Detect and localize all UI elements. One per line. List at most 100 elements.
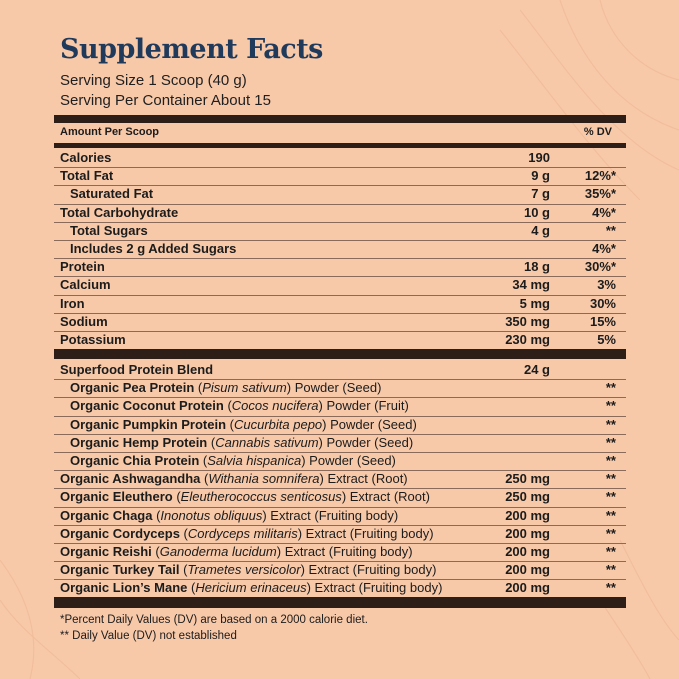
ingredient-name: Organic Lion’s Mane (Hericium erinaceus)… xyxy=(60,580,443,596)
ingredient-common-name: Organic Cordyceps xyxy=(60,525,180,541)
amount-header-row: Amount Per Scoop % DV xyxy=(54,124,626,142)
ingredient-common-name: Organic Hemp Protein xyxy=(70,434,208,450)
ingredient-latin-name: Ganoderma lucidum xyxy=(159,544,277,559)
ingredient-row: Organic Coconut Protein (Cocos nucifera)… xyxy=(54,397,626,417)
dv-header-label: % DV xyxy=(583,126,612,138)
nutrient-amount: 350 mg xyxy=(505,313,550,329)
ingredient-dv: ** xyxy=(605,489,616,505)
nutrient-dv: 35%* xyxy=(584,186,616,202)
nutrient-dv: 30%* xyxy=(584,259,616,275)
ingredient-common-name: Organic Ashwagandha xyxy=(60,471,201,487)
ingredient-row: Organic Pumpkin Protein (Cucurbita pepo)… xyxy=(54,416,626,435)
ingredient-amount: 250 mg xyxy=(505,489,550,505)
ingredient-latin-name: Cordyceps militaris xyxy=(187,525,298,541)
ingredient-latin-name: Withania somnifera xyxy=(208,471,320,487)
nutrient-row: Calories 190 xyxy=(54,149,626,169)
nutrient-dv: ** xyxy=(605,222,616,238)
ingredient-name: Organic Pumpkin Protein (Cucurbita pepo)… xyxy=(70,416,417,432)
serving-size: Serving Size 1 Scoop (40 g) xyxy=(60,72,247,89)
ingredient-dv: ** xyxy=(605,562,616,578)
ingredient-form: Extract (Fruiting body) xyxy=(270,507,399,523)
nutrient-amount: 34 mg xyxy=(512,277,550,293)
ingredient-form: Powder (Seed) xyxy=(294,380,382,396)
nutrient-name: Protein xyxy=(60,259,105,275)
ingredient-common-name: Organic Chaga xyxy=(60,507,153,523)
page-title: Supplement Facts xyxy=(60,34,323,65)
ingredient-dv: ** xyxy=(605,580,616,596)
ingredient-name: Organic Coconut Protein (Cocos nucifera)… xyxy=(70,398,409,414)
nutrient-row: Includes 2 g Added Sugars 4%* xyxy=(54,240,626,260)
nutrient-name: Total Carbohydrate xyxy=(60,204,179,220)
nutrient-dv: 15% xyxy=(589,313,616,329)
nutrient-amount: 4 g xyxy=(531,222,550,238)
ingredient-dv: ** xyxy=(605,398,616,414)
ingredient-form: Powder (Seed) xyxy=(330,416,417,432)
ingredient-row: Organic Pea Protein (Pisum sativum) Powd… xyxy=(54,379,626,399)
nutrient-row: Calcium 34 mg 3% xyxy=(54,276,626,296)
ingredient-name: Organic Pea Protein (Pisum sativum) Powd… xyxy=(70,380,382,396)
nutrient-amount: 230 mg xyxy=(505,332,550,347)
ingredient-latin-name: Cucurbita pepo xyxy=(233,416,323,432)
ingredient-amount: 200 mg xyxy=(505,507,550,523)
nutrient-row: Saturated Fat 7 g 35%* xyxy=(54,185,626,205)
nutrient-dv: 3% xyxy=(597,277,616,293)
nutrient-name: Total Sugars xyxy=(70,222,148,238)
ingredient-common-name: Organic Pumpkin Protein xyxy=(70,416,227,432)
ingredient-name: Organic Cordyceps (Cordyceps militaris) … xyxy=(60,525,434,541)
footnote-dv-based: *Percent Daily Values (DV) are based on … xyxy=(60,614,368,626)
footnote-dv-based-text: Percent Daily Values (DV) are based on a… xyxy=(64,614,368,626)
ingredient-common-name: Organic Turkey Tail xyxy=(60,562,180,578)
ingredient-dv: ** xyxy=(605,380,616,396)
nutrient-name: Calcium xyxy=(60,277,111,293)
ingredient-amount: 200 mg xyxy=(505,544,550,559)
ingredient-form: Extract (Fruiting body) xyxy=(308,562,437,578)
header-bar xyxy=(54,143,626,148)
ingredient-row: Organic Reishi (Ganoderma lucidum) Extra… xyxy=(54,543,626,563)
ingredient-form: Extract (Root) xyxy=(349,489,430,505)
amount-per-scoop-label: Amount Per Scoop xyxy=(60,126,160,138)
ingredient-latin-name: Pisum sativum xyxy=(202,380,287,396)
ingredient-latin-name: Hericium erinaceus xyxy=(195,580,307,596)
nutrient-row: Total Carbohydrate 10 g 4%* xyxy=(54,204,626,223)
ingredient-name: Organic Reishi (Ganoderma lucidum) Extra… xyxy=(60,544,413,559)
ingredient-common-name: Organic Reishi xyxy=(60,544,152,559)
ingredient-row: Organic Lion’s Mane (Hericium erinaceus)… xyxy=(54,579,626,597)
ingredient-dv: ** xyxy=(605,507,616,523)
ingredient-amount: 200 mg xyxy=(505,525,550,541)
ingredient-dv: ** xyxy=(605,416,616,432)
nutrient-dv: 5% xyxy=(597,332,616,347)
ingredient-latin-name: Cannabis sativum xyxy=(215,434,319,450)
ingredient-form: Powder (Fruit) xyxy=(326,398,409,414)
ingredient-common-name: Organic Pea Protein xyxy=(70,380,195,396)
nutrient-dv: 30% xyxy=(589,295,616,311)
nutrient-name: Sodium xyxy=(60,313,108,329)
nutrient-amount: 190 xyxy=(528,150,550,165)
ingredient-row: Organic Chia Protein (Salvia hispanica) … xyxy=(54,452,626,472)
nutrient-amount: 7 g xyxy=(531,186,550,202)
nutrient-amount: 18 g xyxy=(523,259,550,275)
nutrient-dv: 4%* xyxy=(592,204,616,220)
ingredient-row: Organic Chaga (Inonotus obliquus) Extrac… xyxy=(54,507,626,526)
blend-amount: 24 g xyxy=(523,362,550,377)
ingredient-dv: ** xyxy=(605,434,616,450)
ingredient-name: Organic Hemp Protein (Cannabis sativum) … xyxy=(70,434,414,450)
nutrient-dv: 4%* xyxy=(592,241,616,256)
nutrient-row: Total Sugars 4 g ** xyxy=(54,222,626,241)
ingredient-name: Organic Chaga (Inonotus obliquus) Extrac… xyxy=(60,507,399,523)
ingredient-common-name: Organic Chia Protein xyxy=(70,453,200,468)
ingredient-amount: 200 mg xyxy=(505,562,550,578)
ingredient-form: Powder (Seed) xyxy=(309,453,396,468)
ingredient-form: Extract (Fruiting body) xyxy=(284,544,413,559)
nutrient-name: Calories xyxy=(60,150,112,165)
nutrient-row: Protein 18 g 30%* xyxy=(54,258,626,278)
top-thick-bar xyxy=(54,115,626,123)
ingredient-name: Organic Eleuthero (Eleutherococcus senti… xyxy=(60,489,430,505)
ingredient-dv: ** xyxy=(605,453,616,468)
nutrient-amount: 5 mg xyxy=(519,295,550,311)
nutrient-name: Total Fat xyxy=(60,168,114,184)
nutrient-dv: 12%* xyxy=(584,168,616,184)
ingredient-form: Extract (Root) xyxy=(327,471,408,487)
ingredient-row: Organic Hemp Protein (Cannabis sativum) … xyxy=(54,434,626,453)
servings-per-container: Serving Per Container About 15 xyxy=(60,92,271,109)
